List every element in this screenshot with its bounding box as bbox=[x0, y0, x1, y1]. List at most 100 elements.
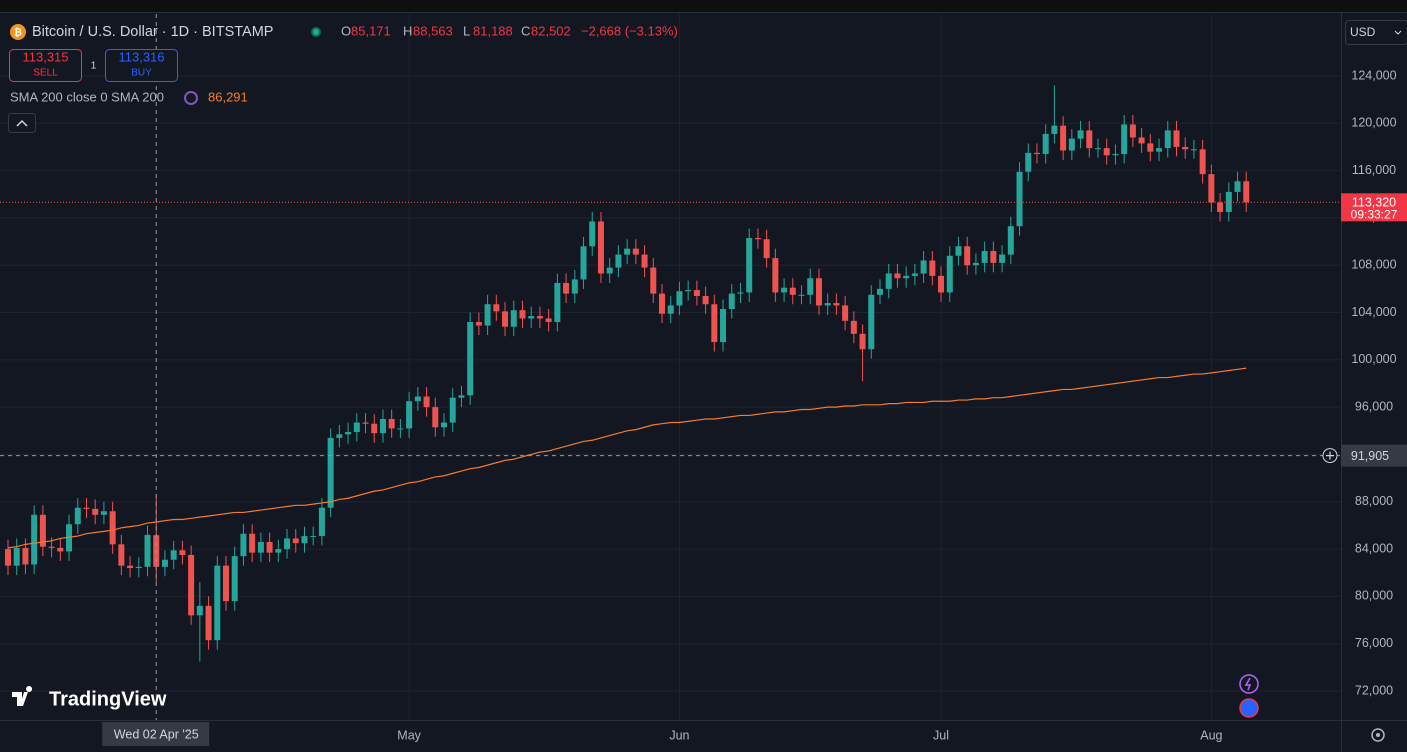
candle-body bbox=[571, 279, 578, 294]
buy-button[interactable] bbox=[105, 49, 178, 82]
candle-body bbox=[223, 565, 229, 602]
currency: USD bbox=[1350, 25, 1376, 39]
candle-body bbox=[1103, 148, 1110, 156]
candle-body bbox=[659, 293, 665, 314]
candle-body bbox=[458, 395, 465, 398]
candle-body bbox=[484, 304, 491, 326]
candle-body bbox=[1164, 130, 1171, 149]
candle-body bbox=[414, 396, 421, 402]
candle-body bbox=[754, 238, 761, 240]
candle-body bbox=[702, 295, 709, 305]
time-axis bbox=[0, 720, 1341, 752]
indicator-icon[interactable] bbox=[184, 91, 198, 105]
candle-body bbox=[205, 605, 212, 641]
candle-body bbox=[266, 541, 273, 553]
currency-caret bbox=[1394, 30, 1402, 35]
candle-body bbox=[22, 547, 29, 565]
candle-body bbox=[615, 254, 622, 268]
ohlc-value: 81,188 bbox=[473, 23, 513, 38]
candle-body bbox=[545, 318, 552, 322]
currency-selector[interactable] bbox=[1345, 20, 1407, 45]
ohlc-key: C bbox=[521, 23, 530, 38]
sma-line bbox=[7, 367, 1247, 549]
candle-body bbox=[127, 565, 134, 569]
collapse-button[interactable] bbox=[8, 113, 36, 133]
crosshair-x-label: Wed 02 Apr '25 bbox=[114, 727, 199, 741]
candle-body bbox=[39, 514, 46, 547]
market-status-dot bbox=[313, 29, 319, 35]
candle-body bbox=[911, 273, 918, 276]
sell-button[interactable] bbox=[9, 49, 82, 82]
candle-body bbox=[188, 555, 195, 616]
indicator-value: 86,291 bbox=[208, 89, 248, 104]
candle-body bbox=[1190, 149, 1197, 151]
candle-body bbox=[1016, 171, 1023, 227]
candle-body bbox=[877, 288, 883, 295]
candle-body bbox=[1077, 130, 1084, 139]
candle-body bbox=[1112, 154, 1119, 156]
candle-body bbox=[737, 292, 744, 294]
events-icon[interactable] bbox=[1239, 698, 1259, 718]
candle-body bbox=[1060, 125, 1067, 151]
symbol-icon-glyph: ₿ bbox=[14, 27, 22, 39]
candle-body bbox=[1138, 137, 1145, 144]
y-tick-label: 108,000 bbox=[1351, 258, 1396, 272]
buy-label: BUY bbox=[131, 68, 152, 79]
candle-body bbox=[423, 396, 430, 408]
candle-body bbox=[580, 246, 587, 280]
candle-body bbox=[824, 303, 831, 306]
candle-body bbox=[5, 549, 11, 566]
toolbar[interactable] bbox=[0, 0, 1407, 12]
last-price-label: 113,320 bbox=[1352, 196, 1396, 210]
candle-body bbox=[1086, 130, 1093, 149]
candle-body bbox=[467, 321, 474, 396]
candle-body bbox=[345, 431, 352, 435]
axes: 72,00076,00080,00084,00088,00092,00096,0… bbox=[102, 68, 1407, 746]
logo: TradingView bbox=[49, 688, 167, 710]
candle-body bbox=[711, 304, 718, 343]
candle-body bbox=[318, 507, 325, 537]
sell-price: 113,315 bbox=[22, 49, 68, 64]
candle-body bbox=[510, 310, 517, 327]
quantity[interactable]: 1 bbox=[91, 61, 97, 72]
candle-body bbox=[597, 221, 604, 274]
candle-body bbox=[406, 401, 413, 429]
candle-body bbox=[57, 547, 64, 552]
countdown: 09:33:27 bbox=[1351, 207, 1398, 221]
candle-body bbox=[1208, 174, 1215, 203]
candle-body bbox=[432, 407, 439, 428]
ohlc-value: 88,563 bbox=[413, 23, 453, 38]
candle-body bbox=[641, 254, 648, 268]
y-tick-label: 116,000 bbox=[1352, 163, 1396, 177]
candle-body bbox=[388, 418, 395, 429]
candle-body bbox=[1068, 138, 1075, 151]
candle-body bbox=[728, 293, 735, 309]
candle-body bbox=[868, 294, 875, 350]
chart-title[interactable]: Bitcoin / U.S. Dollar · 1D · BITSTAMP bbox=[32, 24, 273, 40]
candle-body bbox=[990, 251, 997, 263]
x-tick-label: Jun bbox=[669, 728, 689, 742]
candle-body bbox=[1234, 181, 1241, 192]
candle-body bbox=[946, 255, 953, 293]
candle-body bbox=[310, 536, 317, 538]
candle-body bbox=[1173, 130, 1180, 147]
candle-body bbox=[528, 316, 535, 319]
change: −2,668 (−3.13%) bbox=[581, 23, 678, 38]
alerts-glyph bbox=[1244, 677, 1252, 691]
x-tick-label: Jul bbox=[933, 728, 949, 742]
alerts-icon[interactable] bbox=[1239, 674, 1259, 694]
candle-body bbox=[284, 538, 291, 550]
candle-body bbox=[48, 546, 55, 548]
candle-body bbox=[842, 305, 849, 321]
candle-body bbox=[475, 321, 482, 326]
buy-price: 113,316 bbox=[118, 49, 164, 64]
candle-body bbox=[1025, 152, 1032, 172]
candle-body bbox=[362, 422, 369, 424]
indicator-label[interactable]: SMA 200 close 0 SMA 200 bbox=[10, 89, 164, 104]
candle-body bbox=[563, 282, 570, 294]
candle-body bbox=[31, 514, 38, 565]
settings-icon[interactable] bbox=[1371, 728, 1385, 742]
candle-body bbox=[746, 238, 753, 293]
settings-center bbox=[1376, 733, 1380, 737]
